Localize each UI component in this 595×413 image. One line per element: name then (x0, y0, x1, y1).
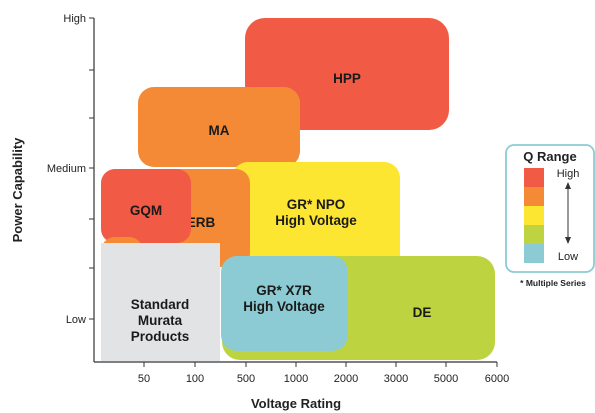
y-axis-title: Power Capability (10, 137, 25, 243)
legend-swatch (524, 187, 544, 206)
region-label-gr-npo-high-voltage: GR* NPO (287, 197, 346, 212)
x-tick-label-500: 500 (237, 373, 255, 385)
region-shape-gqm (101, 169, 191, 243)
region-label-gr-x7r-high-voltage: GR* X7R (256, 283, 312, 298)
region-ma: MA (138, 87, 300, 167)
legend-swatch (524, 168, 544, 187)
legend-arrow-down-icon (565, 237, 571, 244)
region-shape-standard-murata-products (101, 243, 220, 361)
legend-box (505, 144, 595, 273)
x-tick-label-50: 50 (138, 373, 150, 385)
x-tick-label-5000: 5000 (434, 373, 458, 385)
x-axis-title: Voltage Rating (251, 396, 341, 411)
x-tick-label-1000: 1000 (284, 373, 308, 385)
region-label-de: DE (413, 305, 432, 320)
legend-swatch (524, 206, 544, 225)
region-shape-ma (138, 87, 300, 167)
x-tick-labels: 50 100 500 1000 2000 3000 5000 6000 (138, 373, 509, 385)
legend-high-label: High (557, 168, 580, 180)
legend-note: * Multiple Series (520, 278, 586, 288)
region-shape-gr-npo-high-voltage (232, 162, 400, 274)
legend-arrow-up-icon (565, 182, 571, 189)
x-tick-label-2000: 2000 (334, 373, 358, 385)
y-tick-labels: High Medium Low (47, 13, 86, 326)
legend-swatches (524, 168, 544, 263)
x-tick-label-6000: 6000 (485, 373, 509, 385)
region-label-gr-x7r-high-voltage: High Voltage (243, 299, 325, 314)
region-label-hpp: HPP (333, 71, 361, 86)
legend-swatch (524, 225, 544, 244)
y-tick-label-high: High (63, 13, 86, 25)
legend-title: Q Range (523, 149, 576, 164)
legend-swatch (524, 244, 544, 263)
region-label-erb: ERB (187, 215, 216, 230)
region-label-standard-murata-products: Murata (138, 313, 183, 328)
region-label-standard-murata-products: Standard (131, 297, 190, 312)
region-label-standard-murata-products: Products (131, 329, 190, 344)
x-tick-label-3000: 3000 (384, 373, 408, 385)
y-minor-ticks (89, 17, 94, 320)
region-label-gqm: GQM (130, 203, 162, 218)
region-label-ma: MA (209, 123, 230, 138)
y-tick-label-medium: Medium (47, 163, 86, 175)
x-tick-label-100: 100 (186, 373, 204, 385)
region-shape-gr-x7r-high-voltage (221, 256, 348, 351)
x-ticks (143, 362, 498, 367)
y-tick-label-low: Low (66, 314, 86, 326)
region-label-gr-npo-high-voltage: High Voltage (275, 213, 357, 228)
region-gqm: GQM (101, 169, 191, 243)
legend-low-label: Low (558, 251, 578, 263)
legend: Q Range High Low * Multiple Series (505, 144, 595, 288)
